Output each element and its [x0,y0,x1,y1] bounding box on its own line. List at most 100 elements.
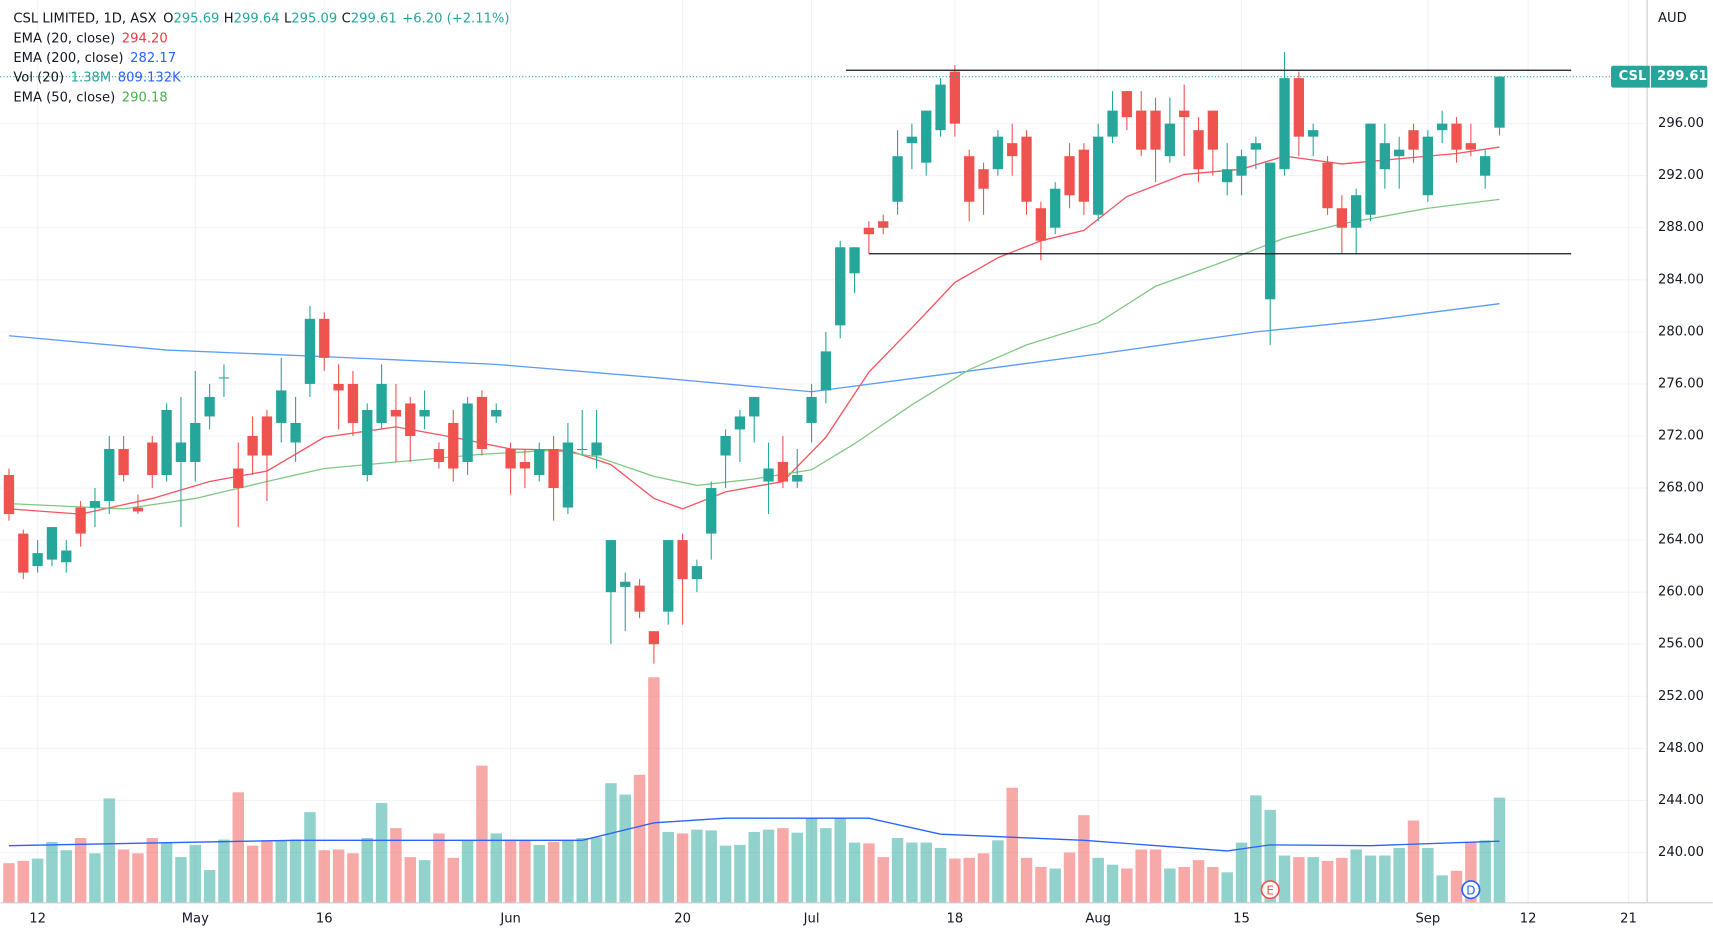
candle-body [304,318,316,384]
candle-body [104,448,115,502]
candle-body [806,396,817,423]
volume-bar [734,844,746,903]
candle-body [347,383,359,423]
volume-bar [103,798,116,903]
volume-bar [533,844,545,903]
volume-bar [977,853,990,903]
volume-bar [1479,840,1491,903]
candle-body [820,351,832,391]
candle-body [1351,195,1362,228]
volume-bar [418,860,431,903]
candle-body [190,422,201,463]
x-tick-label: Jun [499,912,521,927]
volume-bar [304,812,316,903]
volume-bar [117,849,130,903]
volume-bar [992,840,1004,903]
volume-bar [863,843,875,903]
volume-bar [891,838,904,903]
legend: CSL LIMITED, 1D, ASX O295.69 H299.64 L295.0… [13,11,509,105]
candle-body [1494,76,1505,128]
volume-bar [920,842,932,903]
candle-body [1308,130,1319,137]
candle-body [691,566,703,580]
candle-body [448,422,459,469]
legend-text: 1.38M [71,70,112,85]
candle-body [505,448,516,469]
volume-bar [1450,870,1463,903]
volume-bar [934,847,947,903]
legend-text: EMA (200, close) [13,50,123,65]
volume-bar [1049,868,1061,903]
candle-body [233,468,244,489]
candle-body [964,156,975,202]
volume-bar [906,842,918,903]
candle-body [1408,130,1419,150]
legend-row: EMA (200, close) 282.17 [13,50,176,65]
candle-body [218,377,230,379]
volume-bar [676,833,689,903]
x-tick-label: 12 [29,912,46,927]
candle-body [605,540,617,593]
volume-bar [1020,857,1033,903]
candle-body [462,403,473,463]
candle-body [1437,123,1448,131]
candle-body [577,448,588,451]
volume-bar [748,831,760,903]
candle-body [390,409,402,417]
y-tick-label: 268.00 [1658,481,1704,496]
volume-bar [1364,855,1377,903]
candle-body [161,409,172,476]
legend-text: 295.69 [173,11,219,26]
candle-body [835,247,846,326]
x-tick-label: May [182,912,209,927]
volume-bar [1092,857,1104,903]
legend-text: 809.132K [118,70,181,85]
volume-bar [1006,787,1018,903]
candle-body [132,507,144,512]
candle-body [777,462,789,482]
legend-text: 299.61 [351,11,397,26]
volume-bar [1192,860,1205,903]
volume-bar [1350,849,1362,903]
candle-body [949,71,961,124]
candle-body [290,422,301,443]
volume-bar [791,832,803,903]
candle-body [1422,136,1434,196]
candle-body [1093,136,1104,215]
candle-body [548,448,559,489]
volume-bar [89,853,101,903]
candle-body [1136,110,1147,150]
legend-row: Vol (20) 1.38M 809.132K [13,70,181,85]
volume-bar [361,838,373,903]
y-tick-label: 296.00 [1658,116,1704,131]
legend-text: H [224,11,234,26]
price-badge [1611,65,1708,88]
volume-bar [1178,866,1190,903]
volume-bar [562,840,574,903]
legend-text: 294.20 [122,31,168,46]
candle-body [3,475,15,515]
volume-bar [3,863,15,903]
volume-bar [547,841,560,903]
candle-body [433,448,445,463]
x-tick-label: 15 [1233,912,1250,927]
volume-bar [232,792,245,903]
candle-body [1322,162,1333,209]
candle-body [61,550,72,563]
candle-body [1265,162,1276,300]
volume-bar [31,858,44,903]
candle-body [620,581,631,587]
candle-body [405,403,416,436]
candle-body [1480,156,1491,176]
candle-body [333,383,344,391]
currency: AUD [1658,11,1687,26]
volume-bar [519,840,531,903]
candle-body [978,169,989,189]
candle-body [1150,110,1161,150]
x-tick-label: Jul [803,912,820,927]
volume-bar [318,850,330,903]
legend-row: EMA (20, close) 294.20 [13,31,167,46]
legend-text: O [163,11,173,26]
candle-body [1078,149,1090,202]
legend-text: +6.20 (+2.11%) [402,11,509,26]
